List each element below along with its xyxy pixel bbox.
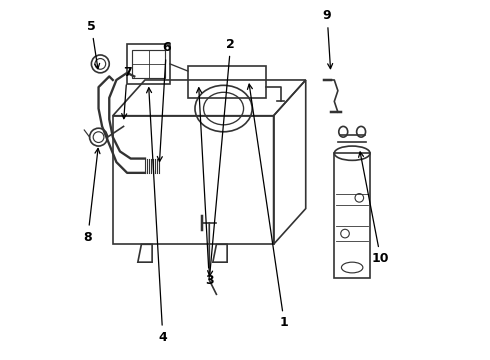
Bar	[132, 50, 165, 78]
Text: 10: 10	[359, 152, 390, 265]
Text: 8: 8	[83, 148, 100, 244]
Text: 5: 5	[87, 20, 99, 69]
Text: 9: 9	[323, 9, 333, 69]
Text: 3: 3	[196, 88, 214, 287]
Text: 7: 7	[122, 66, 131, 119]
Text: 1: 1	[247, 84, 289, 329]
Text: 4: 4	[147, 88, 167, 344]
Text: 6: 6	[157, 41, 171, 162]
Text: 2: 2	[208, 38, 235, 276]
Bar	[334, 153, 370, 278]
Bar	[127, 44, 170, 84]
